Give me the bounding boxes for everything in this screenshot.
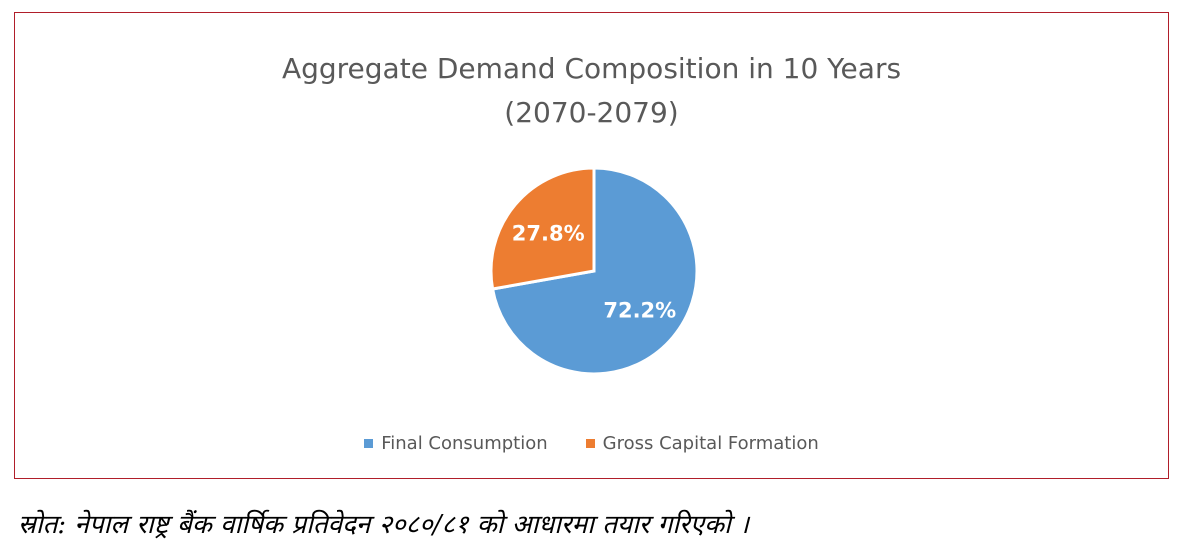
legend-item-gross-capital-formation: Gross Capital Formation	[585, 433, 819, 454]
chart-legend: Final Consumption Gross Capital Formatio…	[15, 433, 1168, 454]
chart-title-years: (2070-2079)	[504, 96, 679, 129]
chart-frame: Aggregate Demand Composition in 10 Years…	[14, 12, 1169, 479]
legend-swatch-gross-capital-formation	[585, 439, 595, 448]
legend-label-final-consumption: Final Consumption	[381, 433, 548, 454]
pie-slice-gross-capital-formation	[489, 166, 596, 291]
chart-title: Aggregate Demand Composition in 10 Years…	[15, 47, 1168, 135]
legend-swatch-final-consumption	[364, 439, 374, 448]
data-label-final-consumption: 72.2%	[603, 298, 676, 322]
legend-item-final-consumption: Final Consumption	[364, 433, 548, 454]
data-label-gross-capital-formation: 27.8%	[512, 222, 585, 246]
chart-title-main: Aggregate Demand Composition in 10 Years	[281, 52, 902, 85]
legend-label-gross-capital-formation: Gross Capital Formation	[602, 433, 819, 454]
source-note: स्रोत: नेपाल राष्ट्र बैंक वार्षिक प्रतिव…	[18, 510, 749, 540]
pie-chart: 72.2% 27.8%	[489, 166, 699, 376]
